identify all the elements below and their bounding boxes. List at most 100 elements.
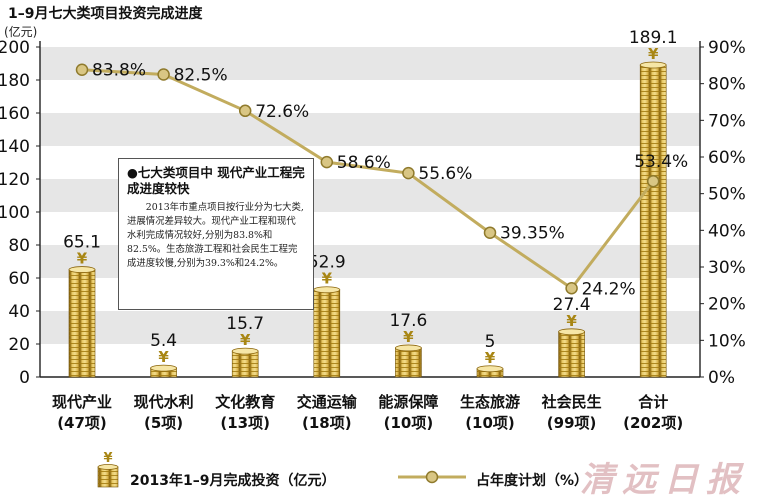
y-tick-label: 100 bbox=[0, 203, 30, 223]
line-point bbox=[646, 174, 660, 188]
annotation-box: ●七大类项目中 现代产业工程完成进度较快 2013年市重点项目按行业分为七大类,… bbox=[118, 158, 314, 310]
line-value-label: 83.8% bbox=[92, 61, 146, 81]
x-category-count: (10项) bbox=[465, 414, 515, 432]
y-tick-label: 20 bbox=[8, 335, 30, 355]
line-point bbox=[75, 63, 89, 76]
bar-value-label: 15.7 bbox=[226, 314, 264, 334]
y2-tick-label: 90% bbox=[708, 38, 746, 58]
y-tick-label: 120 bbox=[0, 170, 30, 190]
y2-tick-label: 0% bbox=[708, 368, 735, 388]
line-value-label: 55.6% bbox=[418, 164, 472, 184]
x-category-label: 文化教育 bbox=[215, 393, 275, 411]
bar-top-coin bbox=[150, 364, 178, 372]
legend-yen-icon: ¥ bbox=[103, 451, 112, 466]
bar-value-label: 5.4 bbox=[150, 331, 177, 351]
y2-tick-label: 60% bbox=[708, 148, 746, 168]
bar-coin-stack bbox=[558, 328, 585, 378]
yen-icon: ¥ bbox=[403, 328, 414, 346]
line-point bbox=[238, 104, 252, 118]
x-category-count: (18项) bbox=[302, 414, 352, 432]
bar-value-label: 65.1 bbox=[63, 233, 101, 253]
bar-top-coin bbox=[68, 266, 96, 273]
x-category-label: 现代水利 bbox=[134, 393, 194, 411]
legend-coin-stack-icon bbox=[97, 466, 119, 488]
bar-coin-stack bbox=[394, 344, 422, 378]
x-category-count: (10项) bbox=[384, 414, 434, 432]
line-point bbox=[157, 68, 170, 81]
annotation-heading: ●七大类项目中 现代产业工程完成进度较快 bbox=[127, 165, 305, 196]
bar-coin-stack bbox=[639, 61, 667, 378]
line-value-label: 39.35% bbox=[500, 224, 565, 244]
bar-value-label: 52.9 bbox=[308, 253, 346, 273]
line-point bbox=[402, 166, 415, 180]
bar bbox=[395, 347, 422, 378]
y-tick-label: 200 bbox=[0, 38, 30, 58]
line-value-label: 53.4% bbox=[634, 152, 688, 172]
yen-icon: ¥ bbox=[648, 45, 659, 63]
bar bbox=[558, 331, 585, 378]
y2-tick-label: 50% bbox=[708, 185, 746, 205]
x-category-label: 合计 bbox=[637, 393, 668, 411]
x-category-label: 社会民生 bbox=[541, 393, 602, 411]
yen-icon: ¥ bbox=[322, 270, 333, 288]
yen-icon: ¥ bbox=[240, 331, 251, 349]
x-category-count: (202项) bbox=[623, 414, 683, 432]
bar bbox=[231, 350, 259, 378]
bar-coin-stack bbox=[68, 266, 96, 378]
x-category-label: 能源保障 bbox=[378, 393, 438, 411]
bar-top-coin bbox=[639, 61, 667, 69]
annotation-body: 2013年市重点项目按行业分为七大类,进展情况差异较大。现代产业工程和现代水利完… bbox=[127, 202, 304, 269]
bar-top-coin bbox=[558, 328, 585, 336]
x-category-label: 生态旅游 bbox=[460, 393, 520, 411]
x-category-count: (99项) bbox=[547, 414, 597, 432]
y2-tick-label: 40% bbox=[708, 221, 746, 241]
y-tick-label: 60 bbox=[8, 269, 30, 289]
legend-line-marker bbox=[425, 470, 439, 484]
bar-coin-stack bbox=[313, 286, 341, 378]
legend-coin-top bbox=[97, 464, 119, 470]
x-category-label: 现代产业 bbox=[52, 393, 112, 411]
grid-band bbox=[40, 311, 700, 344]
x-category-count: (47项) bbox=[57, 414, 107, 432]
bar bbox=[68, 269, 96, 378]
legend bbox=[97, 464, 119, 488]
yen-icon: ¥ bbox=[77, 250, 88, 268]
y2-tick-label: 30% bbox=[708, 258, 746, 278]
y-tick-label: 140 bbox=[0, 137, 30, 157]
newspaper-watermark: 清远日报 bbox=[580, 460, 748, 500]
bar-value-label: 27.4 bbox=[553, 295, 591, 315]
legend-bar-label: 2013年1–9月完成投资（亿元） bbox=[130, 473, 336, 489]
bar-value-label: 5 bbox=[485, 332, 496, 352]
line-point bbox=[483, 226, 497, 239]
bar-value-label: 189.1 bbox=[629, 28, 678, 48]
y2-tick-label: 10% bbox=[708, 331, 746, 351]
yen-icon: ¥ bbox=[485, 349, 496, 367]
bar-coin-stack bbox=[231, 347, 259, 378]
bar-coin-stack bbox=[150, 364, 178, 378]
y-tick-label: 180 bbox=[0, 71, 30, 91]
line-value-label: 24.2% bbox=[582, 279, 636, 299]
bar-top-coin bbox=[231, 347, 259, 355]
chart-title: 1–9月七大类项目投资完成进度 bbox=[8, 5, 203, 22]
y-tick-label: 80 bbox=[8, 236, 30, 256]
y2-tick-label: 80% bbox=[708, 75, 746, 95]
y-tick-label: 160 bbox=[0, 104, 30, 124]
bar bbox=[313, 289, 341, 378]
bar-value-label: 17.6 bbox=[389, 311, 427, 331]
y-tick-label: 0 bbox=[19, 368, 30, 388]
line-point bbox=[320, 155, 334, 169]
x-category-count: (13项) bbox=[220, 414, 270, 432]
x-category-label: 交通运输 bbox=[297, 393, 358, 411]
line-value-label: 58.6% bbox=[337, 153, 391, 173]
yen-icon: ¥ bbox=[158, 348, 169, 366]
x-category-count: (5项) bbox=[144, 414, 183, 432]
bar-coin-stack bbox=[476, 365, 504, 378]
yen-icon: ¥ bbox=[566, 312, 577, 330]
line-series bbox=[81, 68, 655, 291]
bar-top-coin bbox=[476, 365, 504, 373]
bar bbox=[639, 64, 667, 378]
line-value-label: 82.5% bbox=[174, 66, 228, 86]
line-point bbox=[565, 282, 578, 295]
y2-tick-label: 70% bbox=[708, 111, 746, 131]
